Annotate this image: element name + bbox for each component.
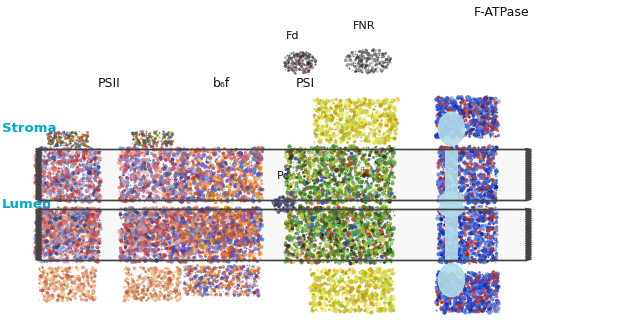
Ellipse shape	[439, 264, 464, 297]
Text: Fd: Fd	[286, 31, 300, 41]
Text: Stroma: Stroma	[2, 122, 57, 135]
Text: FNR: FNR	[353, 21, 376, 31]
Text: PSI: PSI	[296, 77, 315, 91]
Text: b₆f: b₆f	[212, 77, 230, 91]
Ellipse shape	[439, 192, 464, 208]
Ellipse shape	[439, 112, 464, 145]
Text: PSII: PSII	[98, 77, 121, 91]
FancyBboxPatch shape	[41, 149, 526, 200]
FancyBboxPatch shape	[445, 149, 458, 200]
Text: Lumen: Lumen	[2, 198, 52, 211]
Ellipse shape	[439, 201, 464, 216]
FancyBboxPatch shape	[445, 208, 458, 260]
FancyBboxPatch shape	[41, 208, 526, 260]
Text: F-ATPase: F-ATPase	[473, 6, 529, 19]
Text: Pc: Pc	[277, 171, 290, 181]
